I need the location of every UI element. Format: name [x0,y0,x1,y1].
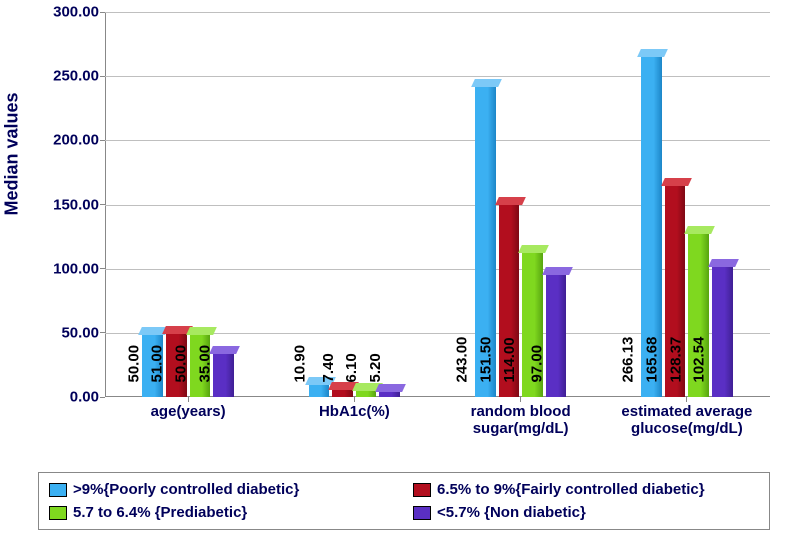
bar-value-label: 7.40 [319,353,336,382]
bar-value-label: 243.00 [454,337,471,383]
bar-value-label: 6.10 [343,353,360,382]
bar: 10.90 [309,383,330,397]
bar-value-label: 165.68 [644,337,661,383]
legend-label: 6.5% to 9%{Fairly controlled diabetic} [437,481,705,498]
bar-value-label: 51.00 [149,345,166,383]
bar-value-label: 97.00 [529,345,546,383]
legend-swatch [413,506,431,520]
grid-line [105,76,770,77]
plot-area: 0.0050.00100.00150.00200.00250.00300.00a… [105,12,770,397]
legend-label: 5.7 to 6.4% {Prediabetic} [73,504,247,521]
grid-line [105,140,770,141]
y-tick-label: 0.00 [70,389,105,406]
bar-value-label: 102.54 [691,337,708,383]
bar-value-label: 5.20 [367,353,384,382]
bar: 5.20 [379,390,400,397]
bar: 97.00 [546,273,567,397]
y-tick-label: 250.00 [53,68,105,85]
x-category-label: random bloodsugar(mg/dL) [435,403,607,438]
legend-swatch [49,483,67,497]
bar-value-label: 50.00 [125,345,142,383]
y-tick-label: 300.00 [53,4,105,21]
y-tick-label: 200.00 [53,132,105,149]
bar-value-label: 151.50 [477,337,494,383]
y-tick-label: 150.00 [53,196,105,213]
chart-container: Median values 0.0050.00100.00150.00200.0… [0,0,800,540]
y-tick-label: 50.00 [61,324,105,341]
bar-value-label: 35.00 [196,345,213,383]
legend-label: >9%{Poorly controlled diabetic} [73,481,299,498]
x-category-label: estimated averageglucose(mg/dL) [601,403,773,438]
bar: 35.00 [213,352,234,397]
bar-value-label: 10.90 [292,345,309,383]
grid-line [105,12,770,13]
x-category-label: age(years) [102,403,274,420]
legend-item: 6.5% to 9%{Fairly controlled diabetic} [413,481,759,498]
bar-value-label: 50.00 [173,345,190,383]
bar: 7.40 [332,388,353,397]
y-axis-label: Median values [2,195,23,215]
legend: >9%{Poorly controlled diabetic} 6.5% to 9… [38,472,770,530]
y-tick-label: 100.00 [53,260,105,277]
bar-value-label: 114.00 [501,337,518,382]
bar: 6.10 [356,389,377,397]
legend-item: >9%{Poorly controlled diabetic} [49,481,395,498]
bar-value-label: 266.13 [620,337,637,383]
legend-item: 5.7 to 6.4% {Prediabetic} [49,504,395,521]
legend-item: <5.7% {Non diabetic} [413,504,759,521]
legend-label: <5.7% {Non diabetic} [437,504,586,521]
bar-value-label: 128.37 [667,337,684,383]
x-category-label: HbA1c(%) [268,403,440,420]
legend-swatch [413,483,431,497]
bar: 102.54 [712,265,733,397]
legend-swatch [49,506,67,520]
